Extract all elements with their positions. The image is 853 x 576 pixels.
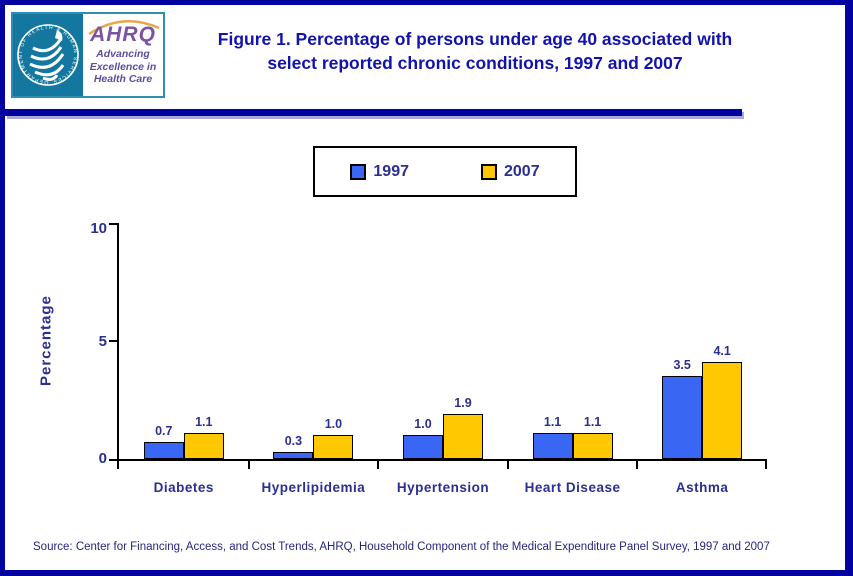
y-axis-tick-label: 5 xyxy=(98,333,107,350)
bar-group-heart-disease: 1.1 1.1 Heart Disease xyxy=(508,223,638,495)
figure-title: Figure 1. Percentage of persons under ag… xyxy=(165,27,785,75)
bar-2007-asthma: 4.1 xyxy=(702,344,743,459)
hhs-seal: DEPARTMENT OF HEALTH & HUMAN SERVICES · … xyxy=(13,14,83,96)
ahrq-logo: DEPARTMENT OF HEALTH & HUMAN SERVICES · … xyxy=(11,12,165,98)
y-axis-tick xyxy=(109,223,117,225)
x-axis-tick xyxy=(765,461,767,469)
bar-groups: 0.7 1.1 Diabetes 0.3 1.0 Hyperlipidemia 1.0 1.9… xyxy=(119,223,767,495)
category-label: Heart Disease xyxy=(524,480,621,495)
bar-2007-diabetes: 1.1 xyxy=(183,415,224,459)
bar-2007-hyperlipidemia: 1.0 xyxy=(313,417,354,459)
y-axis-tick-label: 10 xyxy=(90,220,107,237)
chart-legend: 1997 2007 xyxy=(313,146,577,197)
bar-2007-hypertension: 1.9 xyxy=(442,396,483,459)
ahrq-logo-text: AHRQ xyxy=(90,23,156,46)
legend-label-1997: 1997 xyxy=(373,162,409,180)
category-label: Diabetes xyxy=(153,480,214,495)
y-axis-label: Percentage xyxy=(37,295,55,387)
source-note: Source: Center for Financing, Access, an… xyxy=(33,541,770,553)
y-axis-tick-label: 0 xyxy=(98,450,107,467)
bar-value-label: 1.1 xyxy=(543,415,562,430)
figure-title-line1: Figure 1. Percentage of persons under ag… xyxy=(217,29,733,49)
bar-value-label: 0.7 xyxy=(155,424,173,439)
category-label: Hypertension xyxy=(396,480,490,495)
hhs-eagle-icon: DEPARTMENT OF HEALTH & HUMAN SERVICES · … xyxy=(13,14,79,86)
bar-1997-heart-disease: 1.1 xyxy=(532,415,573,459)
x-axis-tick xyxy=(117,461,119,469)
bar-group-asthma: 3.5 4.1 Asthma xyxy=(637,223,767,495)
legend-item-2007: 2007 xyxy=(481,163,540,181)
x-axis-tick xyxy=(506,461,509,469)
y-axis-tick xyxy=(109,340,117,342)
x-axis-tick xyxy=(247,461,250,469)
legend-swatch-1997 xyxy=(350,163,367,180)
bar-1997-asthma: 3.5 xyxy=(662,358,703,459)
bar-value-label: 3.5 xyxy=(673,358,691,373)
bar-group-hyperlipidemia: 0.3 1.0 Hyperlipidemia xyxy=(249,223,379,495)
bar-1997-hyperlipidemia: 0.3 xyxy=(273,434,314,459)
y-axis-tick xyxy=(109,459,117,461)
category-label: Hyperlipidemia xyxy=(261,480,366,495)
bar-value-label: 4.1 xyxy=(713,344,731,359)
header-divider xyxy=(5,109,742,116)
bar-group-hypertension: 1.0 1.9 Hypertension xyxy=(378,223,508,495)
bar-value-label: 1.0 xyxy=(324,417,343,432)
bar-1997-diabetes: 0.7 xyxy=(143,424,184,459)
bar-2007-heart-disease: 1.1 xyxy=(572,415,613,459)
bar-value-label: 0.3 xyxy=(284,433,303,448)
bar-value-label: 1.0 xyxy=(414,417,432,432)
logo-arc-icon xyxy=(88,20,160,36)
ahrq-wordmark: AHRQ Advancing Excellence in Health Care xyxy=(83,14,163,96)
bar-value-label: 1.9 xyxy=(454,396,472,411)
legend-label-2007: 2007 xyxy=(504,162,540,180)
ahrq-tagline: Advancing Excellence in Health Care xyxy=(89,48,157,85)
figure-title-line2: select reported chronic conditions, 1997… xyxy=(267,53,683,73)
bar-group-diabetes: 0.7 1.1 Diabetes xyxy=(119,223,249,495)
legend-item-1997: 1997 xyxy=(350,163,409,181)
bar-value-label: 1.1 xyxy=(195,415,213,430)
bar-value-label: 1.1 xyxy=(583,415,602,430)
plot-area: 0.7 1.1 Diabetes 0.3 1.0 Hyperlipidemia 1.0 1.9… xyxy=(90,220,767,495)
legend-swatch-2007 xyxy=(481,163,497,180)
x-axis-tick xyxy=(636,461,639,469)
category-label: Asthma xyxy=(675,480,729,495)
bar-1997-hypertension: 1.0 xyxy=(402,417,443,459)
x-axis-tick xyxy=(377,461,380,469)
